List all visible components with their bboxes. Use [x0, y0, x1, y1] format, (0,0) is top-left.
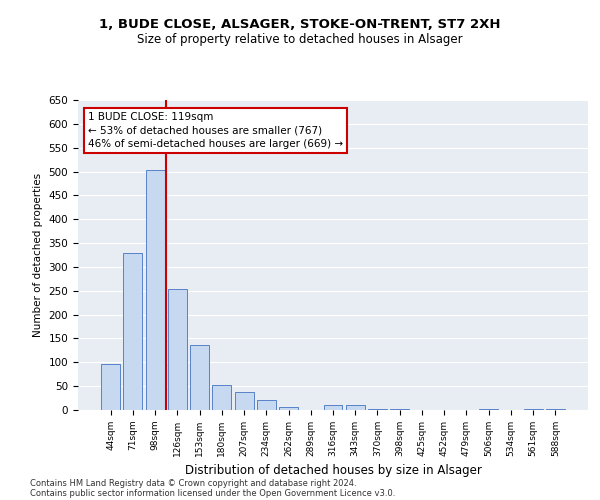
Bar	[212, 385, 231, 410]
Bar	[146, 170, 164, 410]
Bar	[524, 408, 542, 410]
Y-axis label: Number of detached properties: Number of detached properties	[33, 173, 43, 337]
X-axis label: Distribution of detached houses by size in Alsager: Distribution of detached houses by size …	[185, 464, 481, 477]
Bar	[168, 290, 187, 410]
Bar	[546, 408, 565, 410]
Bar	[279, 406, 298, 410]
Text: Contains HM Land Registry data © Crown copyright and database right 2024.: Contains HM Land Registry data © Crown c…	[30, 478, 356, 488]
Bar	[190, 344, 209, 410]
Bar	[124, 252, 142, 410]
Text: 1 BUDE CLOSE: 119sqm
← 53% of detached houses are smaller (767)
46% of semi-deta: 1 BUDE CLOSE: 119sqm ← 53% of detached h…	[88, 112, 343, 149]
Text: 1, BUDE CLOSE, ALSAGER, STOKE-ON-TRENT, ST7 2XH: 1, BUDE CLOSE, ALSAGER, STOKE-ON-TRENT, …	[99, 18, 501, 30]
Bar	[368, 408, 387, 410]
Text: Size of property relative to detached houses in Alsager: Size of property relative to detached ho…	[137, 32, 463, 46]
Text: Contains public sector information licensed under the Open Government Licence v3: Contains public sector information licen…	[30, 488, 395, 498]
Bar	[101, 364, 120, 410]
Bar	[346, 405, 365, 410]
Bar	[479, 409, 498, 410]
Bar	[235, 392, 254, 410]
Bar	[323, 405, 343, 410]
Bar	[257, 400, 276, 410]
Bar	[390, 409, 409, 410]
